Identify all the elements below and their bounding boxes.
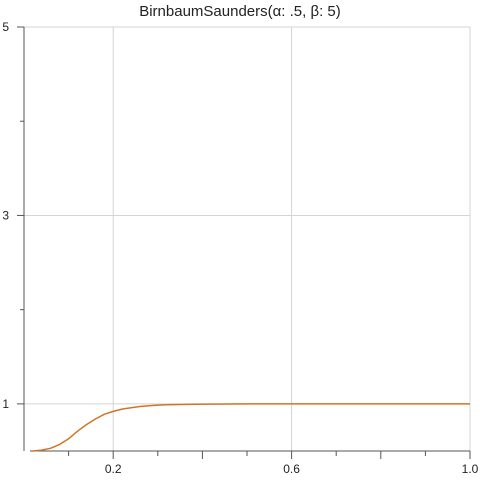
- grid-layer: [24, 26, 471, 451]
- label-layer: 0.2 0.6 1.0 1 3 5: [2, 20, 478, 476]
- x-tick-label: 0.6: [283, 462, 300, 476]
- series-layer: [32, 403, 470, 452]
- y-tick-label: 3: [2, 208, 9, 222]
- y-tick-label: 1: [2, 397, 9, 411]
- x-tick-label: 1.0: [462, 462, 479, 476]
- series-line-0: [32, 403, 470, 452]
- y-tick-label: 5: [2, 20, 9, 34]
- x-tick-label: 0.2: [105, 462, 122, 476]
- chart-title: BirnbaumSaunders(α: .5, β: 5): [139, 3, 341, 20]
- axis-layer: [17, 26, 471, 459]
